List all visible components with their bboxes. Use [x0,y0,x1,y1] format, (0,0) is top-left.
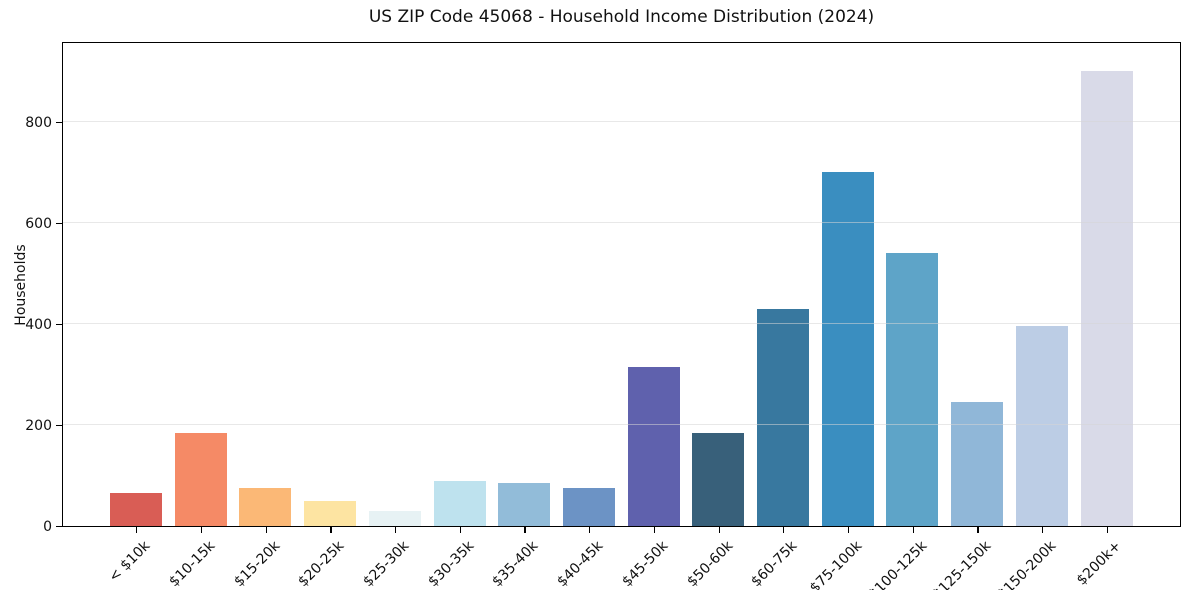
x-tick-label-45-50k: $45-50k [619,538,672,590]
bar-75-100k [821,172,874,526]
bar-150-200k [1015,326,1068,526]
y-tick-label-600: 600 [25,215,52,232]
x-tick-label-125-150k: $125-150k [929,538,995,590]
x-tick-label-50-60k: $50-60k [683,538,736,590]
x-tick-mark-9 [718,527,720,533]
bar-30-35k [433,480,486,526]
y-tick-mark-400 [56,323,62,326]
y-tick-label-800: 800 [25,114,52,131]
x-tick-label-10k: < $10k [106,538,154,586]
x-tick-mark-12 [912,527,914,533]
x-tick-mark-1 [200,527,203,533]
x-tick-label-20-25k: $20-25k [295,538,348,590]
bar-60-75k [757,308,810,526]
y-tick-mark-200 [56,424,62,427]
x-tick-mark-7 [589,527,591,533]
y-tick-label-400: 400 [25,316,52,333]
bar-35-40k [498,483,551,526]
x-tick-mark-10 [783,527,785,533]
bar-125-150k [951,402,1004,526]
x-tick-label-35-40k: $35-40k [489,538,542,590]
x-tick-label-30-35k: $30-35k [424,538,478,590]
y-tick-mark-600 [56,222,62,224]
bar-15-20k [239,488,292,526]
x-tick-label-40-45k: $40-45k [554,538,607,590]
bar-45-50k [627,366,680,526]
x-tick-mark-15 [1106,527,1108,533]
x-tick-label-75-100k: $75-100k [806,538,866,590]
bar-10k [110,493,162,526]
x-tick-label-200k: $200k+ [1073,538,1125,589]
x-tick-mark-3 [330,527,332,533]
gridline-200 [63,423,1180,425]
gridline-400 [63,322,1180,324]
x-tick-label-100-125k: $100-125k [865,538,930,590]
x-tick-label-150-200k: $150-200k [994,538,1060,590]
x-tick-mark-2 [265,527,267,533]
x-tick-mark-8 [653,527,656,533]
x-tick-label-15-20k: $15-20k [230,538,283,590]
chart-title: US ZIP Code 45068 - Household Income Dis… [368,7,875,27]
bar-20-25k [304,500,357,526]
x-tick-mark-0 [136,527,138,533]
y-tick-label-0: 0 [43,519,52,535]
x-tick-mark-13 [977,527,979,533]
x-tick-mark-4 [395,527,397,533]
x-tick-mark-5 [459,527,461,533]
y-tick-mark-0 [56,526,62,528]
plot-area [62,42,1181,527]
gridline-800 [63,120,1180,122]
bar-10-15k [174,432,227,526]
bar-40-45k [562,488,615,526]
bar-200k [1080,71,1133,526]
y-tick-mark-800 [56,121,62,123]
y-tick-label-200: 200 [25,417,52,434]
x-tick-label-25-30k: $25-30k [360,538,413,590]
gridline-600 [63,221,1180,223]
x-tick-mark-6 [524,527,526,533]
bar-100-125k [886,253,939,526]
bar-25-30k [368,510,421,526]
x-tick-mark-11 [847,527,850,533]
x-tick-mark-14 [1042,527,1044,533]
bar-50-60k [692,432,745,526]
x-tick-label-10-15k: $10-15k [166,538,219,590]
x-tick-label-60-75k: $60-75k [748,538,801,590]
